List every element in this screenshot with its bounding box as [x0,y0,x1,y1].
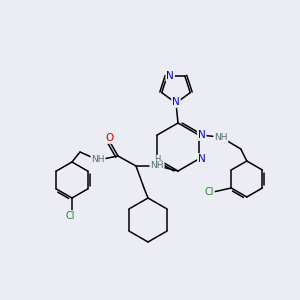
Text: N: N [172,97,180,107]
Text: NH: NH [214,133,227,142]
Text: NH: NH [150,161,164,170]
Text: Cl: Cl [204,187,214,197]
Text: O: O [105,133,113,143]
Text: H: H [154,155,160,164]
Text: NH: NH [91,155,105,164]
Text: Cl: Cl [65,211,75,221]
Text: N: N [198,154,206,164]
Text: N: N [166,71,174,81]
Text: N: N [198,130,206,140]
